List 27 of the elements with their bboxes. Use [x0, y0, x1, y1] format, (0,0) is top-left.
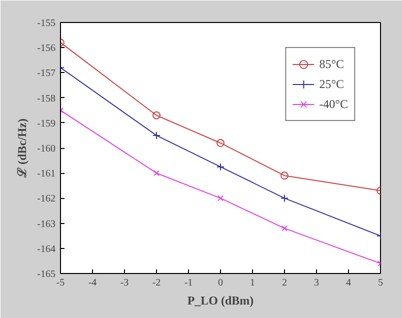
legend-label: 25°C	[319, 76, 344, 92]
y-tick-label: -162	[37, 194, 56, 205]
x-axis-title: P_LO (dBm)	[187, 294, 254, 308]
x-tick-label: 3	[314, 278, 319, 288]
legend-label: -40°C	[319, 96, 348, 112]
x-tick-label: -1	[184, 278, 193, 288]
x-tick-label: 5	[378, 278, 383, 288]
y-tick-label: -165	[37, 269, 56, 280]
y-tick-label: -157	[37, 68, 56, 80]
x-tick-label: 2	[282, 278, 287, 288]
y-tick-label: -161	[37, 168, 56, 180]
y-tick-label: -164	[37, 244, 56, 255]
y-tick-label: -160	[37, 144, 56, 154]
y-tick-label: -163	[37, 218, 56, 230]
y-tick-label: -158	[37, 93, 56, 104]
y-tick-label: -156	[37, 43, 56, 54]
y-axis-title: ℒ (dBc/Hz)	[15, 118, 30, 178]
x-tick-label: -5	[56, 278, 65, 288]
legend-label: 85°C	[319, 56, 344, 72]
x-tick-label: 0	[218, 278, 223, 288]
x-tick-label: -2	[152, 278, 161, 288]
x-tick-label: -3	[120, 278, 129, 288]
x-tick-label: -4	[88, 278, 97, 288]
x-tick-label: 4	[346, 278, 351, 288]
x-tick-label: 1	[250, 278, 255, 288]
y-tick-label: -155	[37, 18, 56, 29]
y-tick-label: -159	[37, 118, 56, 130]
